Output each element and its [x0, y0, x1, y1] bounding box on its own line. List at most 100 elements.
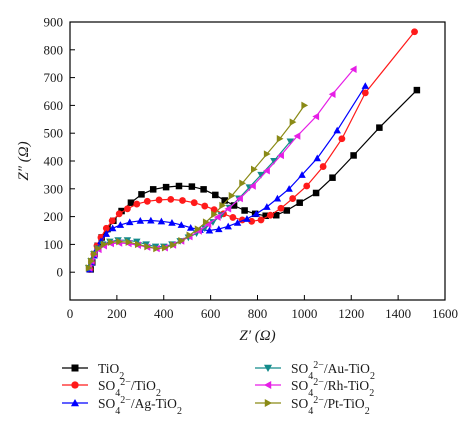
data-point	[263, 150, 271, 158]
data-point	[108, 238, 115, 246]
data-point	[108, 217, 116, 225]
data-point	[144, 242, 152, 251]
data-point	[147, 216, 155, 224]
data-point	[376, 124, 383, 131]
data-point	[108, 224, 117, 232]
data-point	[102, 230, 111, 237]
data-point	[215, 225, 223, 233]
data-point	[100, 240, 108, 249]
x-tick-label: 200	[107, 306, 127, 321]
data-point	[248, 217, 256, 225]
data-point	[289, 195, 297, 202]
data-point	[349, 65, 357, 73]
data-point	[286, 138, 295, 146]
data-point	[202, 218, 210, 226]
data-point	[228, 192, 236, 200]
data-point	[257, 171, 265, 179]
data-point	[219, 201, 227, 210]
data-point	[213, 213, 221, 221]
data-point	[116, 237, 123, 246]
data-point	[277, 151, 284, 160]
data-point	[102, 224, 110, 232]
data-point	[143, 197, 151, 205]
data-point	[303, 182, 311, 190]
data-point	[285, 185, 293, 192]
legend-marker	[264, 398, 273, 408]
data-point	[204, 220, 212, 229]
y-tick-label: 400	[44, 154, 64, 169]
data-point	[136, 217, 145, 224]
data-point	[312, 189, 320, 197]
x-axis-label: Z′ (Ω)	[239, 328, 275, 344]
series-5	[85, 101, 309, 272]
data-point	[276, 135, 284, 143]
data-point	[249, 182, 256, 190]
legend: TiO2SO42−/TiO2SO42−/Ag-TiO2SO42−/Au-TiO2…	[62, 360, 375, 417]
data-point	[298, 171, 306, 178]
legend-marker	[71, 364, 79, 372]
data-point	[88, 257, 95, 265]
data-point	[413, 86, 421, 94]
data-point	[252, 210, 261, 217]
data-point	[188, 183, 196, 190]
y-axis-label: Z″ (Ω)	[16, 141, 32, 180]
data-point	[273, 194, 282, 202]
legend-item: SO42−/Pt-TiO2	[255, 395, 370, 417]
data-point	[250, 165, 258, 174]
y-tick-label: 600	[44, 98, 64, 113]
data-point	[200, 186, 207, 193]
x-tick-label: 400	[154, 306, 174, 321]
data-point	[239, 179, 247, 187]
data-point	[161, 243, 169, 252]
data-point	[153, 244, 160, 253]
data-point	[115, 210, 123, 218]
data-point	[283, 207, 291, 214]
data-point	[301, 101, 309, 110]
data-point	[186, 223, 195, 231]
data-point	[224, 222, 232, 230]
plot-area	[85, 28, 421, 273]
data-point	[95, 244, 102, 253]
data-point	[190, 199, 198, 207]
data-point	[155, 196, 163, 204]
data-point	[162, 183, 170, 191]
axes: 0 200 400 600 800 1000 1200 1400 1600 0 100 200 300 4…	[16, 15, 458, 345]
data-point	[361, 82, 370, 89]
legend-label: SO42−/Ag-TiO2	[98, 395, 182, 417]
data-point	[175, 182, 183, 190]
data-point	[350, 152, 357, 159]
data-point	[170, 241, 177, 249]
data-point	[229, 214, 237, 221]
series-line	[89, 31, 415, 270]
y-tick-label: 900	[44, 15, 64, 30]
data-point	[236, 194, 243, 203]
data-point	[168, 218, 176, 226]
y-tick-label: 200	[44, 209, 64, 224]
data-point	[257, 216, 265, 224]
data-point	[277, 204, 285, 212]
data-point	[270, 158, 278, 165]
y-tick-label: 800	[44, 42, 64, 57]
data-point	[186, 231, 194, 239]
data-point	[224, 205, 232, 213]
x-tick-label: 1200	[338, 306, 364, 321]
data-point	[266, 211, 274, 219]
data-point	[211, 210, 218, 219]
data-point	[263, 166, 270, 175]
data-point	[212, 191, 219, 199]
data-point	[205, 226, 214, 234]
data-point	[124, 205, 131, 213]
data-point	[312, 112, 320, 121]
data-point	[201, 202, 209, 210]
data-point	[411, 28, 418, 36]
data-point	[167, 195, 175, 203]
legend-label: SO42−/Pt-TiO2	[291, 395, 370, 417]
data-point	[194, 225, 202, 233]
y-tick-label: 700	[44, 70, 64, 85]
x-tick-label: 800	[248, 306, 268, 321]
data-point	[273, 211, 280, 219]
data-point	[328, 90, 336, 99]
data-point	[125, 238, 133, 246]
data-point	[221, 197, 228, 204]
